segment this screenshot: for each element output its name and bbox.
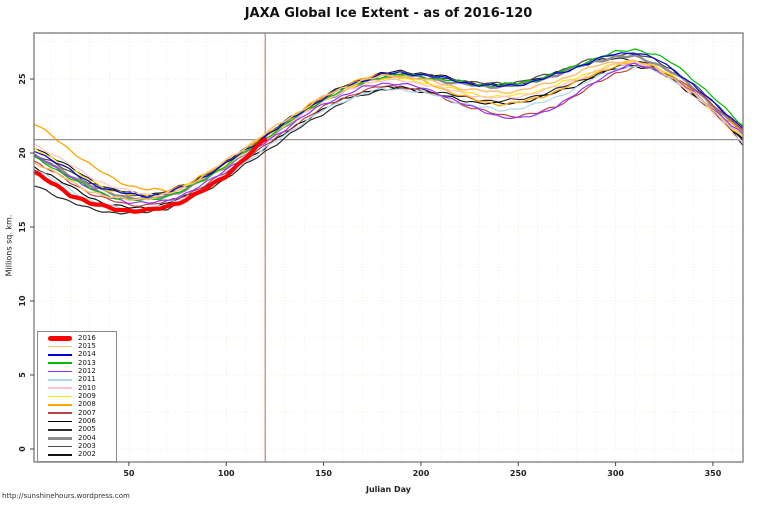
legend-year-label: 2003 <box>78 441 96 450</box>
legend-swatch-2009 <box>48 395 72 398</box>
legend-item-2006: 2006 <box>48 416 116 425</box>
legend-swatch-2002 <box>48 454 72 456</box>
plot-border <box>33 32 744 463</box>
y-tick-label: 0 <box>18 446 27 452</box>
legend-item-2015: 2015 <box>48 341 116 350</box>
legend-year-label: 2006 <box>78 416 96 425</box>
legend-swatch-2011 <box>48 379 72 381</box>
legend-item-2009: 2009 <box>48 391 116 400</box>
legend-swatch-2005 <box>48 429 72 431</box>
legend-year-label: 2016 <box>78 333 96 342</box>
legend-item-2004: 2004 <box>48 433 116 442</box>
series-line-2009 <box>34 60 743 197</box>
legend-swatch-2008 <box>48 404 72 406</box>
legend-box: 2016 2015 2014 2013 2012 2011 2010 2009 2008 2007… <box>37 331 117 462</box>
legend-year-label: 2009 <box>78 391 96 400</box>
legend-item-2012: 2012 <box>48 366 116 375</box>
legend-item-2011: 2011 <box>48 376 116 383</box>
legend-year-label: 2008 <box>78 400 96 409</box>
legend-year-label: 2002 <box>78 450 96 459</box>
gridlines <box>34 33 743 462</box>
legend-item-2008: 2008 <box>48 401 116 408</box>
y-tick-label: 25 <box>18 73 27 85</box>
x-tick-label: 250 <box>510 469 527 478</box>
legend-item-2003: 2003 <box>48 441 116 450</box>
legend-swatch-2016 <box>48 335 72 341</box>
series-line-2012 <box>34 62 743 205</box>
footer-url: http://sunshinehours.wordpress.com <box>2 492 130 500</box>
x-tick-label: 200 <box>413 469 430 478</box>
legend-year-label: 2010 <box>78 383 96 392</box>
legend-swatch-2013 <box>48 362 72 364</box>
series-line-2007 <box>34 65 743 207</box>
y-tick-label: 10 <box>18 295 27 307</box>
y-tick-label: 15 <box>18 221 27 233</box>
series-line-2011 <box>34 65 743 212</box>
legend-swatch-2014 <box>48 354 72 356</box>
legend-swatch-2015 <box>48 345 72 348</box>
x-tick-label: 150 <box>315 469 332 478</box>
legend-year-label: 2014 <box>78 350 96 359</box>
legend-swatch-2003 <box>48 445 72 448</box>
legend-year-label: 2011 <box>78 375 96 384</box>
plot-clip-group <box>34 33 743 462</box>
legend-year-label: 2005 <box>78 425 96 434</box>
legend-item-2002: 2002 <box>48 451 116 458</box>
legend-year-label: 2013 <box>78 358 96 367</box>
legend-swatch-2006 <box>48 420 72 423</box>
x-axis-label: Julian Day <box>365 485 412 494</box>
x-tick-label: 100 <box>218 469 235 478</box>
series-line-2015 <box>34 59 743 201</box>
legend-swatch-2004 <box>48 436 72 440</box>
series-line-2008 <box>34 62 743 192</box>
x-tick-label: 300 <box>607 469 624 478</box>
legend-item-2014: 2014 <box>48 351 116 358</box>
series-line-2010 <box>34 61 743 196</box>
y-tick-label: 20 <box>18 147 27 159</box>
legend-swatch-2007 <box>48 412 72 414</box>
legend-year-label: 2015 <box>78 341 96 350</box>
series-line-2006 <box>34 65 743 210</box>
series-line-2013 <box>34 48 743 202</box>
series-line-2016 <box>34 137 268 214</box>
legend-item-2016: 2016 <box>48 333 116 342</box>
legend-swatch-2012 <box>48 370 72 373</box>
y-axis-label: Millions sq. km. <box>4 214 14 277</box>
chart-title: JAXA Global Ice Extent - as of 2016-120 <box>244 6 533 21</box>
series-line-2002 <box>34 57 743 197</box>
x-tick-label: 350 <box>705 469 722 478</box>
x-tick-label: 50 <box>123 469 135 478</box>
legend-year-label: 2012 <box>78 366 96 375</box>
legend-swatch-2010 <box>48 387 72 389</box>
legend-item-2007: 2007 <box>48 408 116 417</box>
series-line-2014 <box>34 52 743 198</box>
legend-item-2010: 2010 <box>48 383 116 392</box>
legend-item-2005: 2005 <box>48 426 116 433</box>
legend-year-label: 2007 <box>78 408 96 417</box>
legend-year-label: 2004 <box>78 433 96 442</box>
y-tick-label: 5 <box>18 372 27 378</box>
legend-item-2013: 2013 <box>48 358 116 367</box>
